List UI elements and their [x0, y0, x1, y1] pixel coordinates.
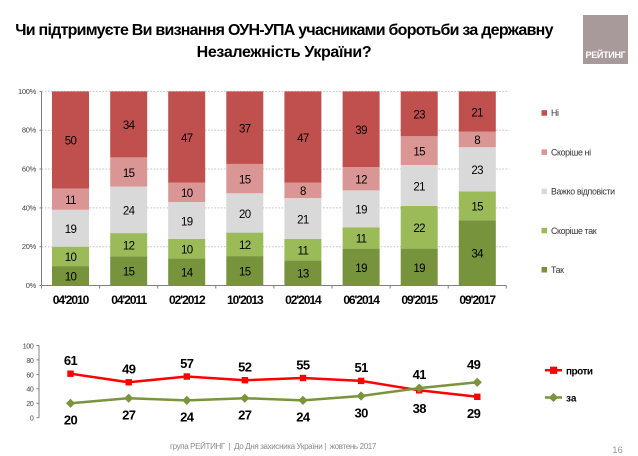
svg-text:80%: 80% [22, 126, 37, 135]
svg-text:19: 19 [355, 263, 367, 275]
svg-text:57: 57 [180, 356, 194, 371]
svg-text:19: 19 [355, 205, 367, 217]
svg-text:06'2014: 06'2014 [343, 293, 380, 307]
svg-text:20: 20 [26, 401, 34, 408]
svg-text:8: 8 [474, 135, 480, 147]
svg-text:0: 0 [30, 416, 34, 423]
svg-text:60%: 60% [22, 165, 37, 174]
svg-text:21: 21 [471, 107, 483, 119]
svg-text:52: 52 [238, 360, 252, 375]
svg-text:15: 15 [239, 267, 251, 279]
svg-text:проти: проти [566, 366, 593, 377]
svg-text:37: 37 [239, 124, 251, 136]
svg-text:Скоріше так: Скоріше так [551, 226, 597, 236]
svg-text:21: 21 [413, 181, 425, 193]
svg-text:51: 51 [354, 360, 368, 375]
svg-text:11: 11 [65, 195, 76, 207]
svg-text:Ні: Ні [551, 108, 559, 118]
svg-text:19: 19 [181, 216, 193, 228]
svg-text:30: 30 [354, 405, 368, 420]
svg-text:47: 47 [297, 133, 309, 145]
svg-text:12: 12 [123, 241, 135, 253]
svg-text:11: 11 [356, 234, 367, 246]
svg-text:24: 24 [296, 410, 311, 425]
svg-text:23: 23 [413, 110, 425, 122]
svg-text:34: 34 [123, 120, 136, 132]
svg-text:12: 12 [355, 175, 367, 187]
svg-text:20%: 20% [22, 242, 37, 251]
svg-text:40%: 40% [22, 203, 37, 212]
svg-text:8: 8 [300, 186, 306, 198]
svg-text:19: 19 [413, 263, 425, 275]
svg-text:10: 10 [65, 252, 77, 264]
svg-text:09'2017: 09'2017 [459, 293, 496, 307]
svg-text:23: 23 [471, 165, 483, 177]
svg-text:49: 49 [467, 357, 481, 372]
svg-text:21: 21 [297, 214, 309, 226]
svg-text:80: 80 [26, 358, 34, 365]
svg-text:Скоріше ні: Скоріше ні [551, 147, 591, 157]
svg-text:10: 10 [65, 272, 77, 284]
svg-text:20: 20 [239, 209, 251, 221]
svg-text:09'2015: 09'2015 [401, 293, 438, 307]
svg-text:40: 40 [26, 387, 34, 394]
svg-text:10: 10 [181, 188, 193, 200]
svg-text:34: 34 [471, 249, 484, 261]
svg-text:02'2012: 02'2012 [169, 293, 206, 307]
svg-text:10: 10 [181, 244, 193, 256]
svg-text:100: 100 [23, 343, 34, 350]
svg-text:04'2011: 04'2011 [111, 293, 147, 307]
svg-text:Так: Так [551, 265, 564, 275]
svg-text:14: 14 [181, 268, 194, 280]
svg-text:38: 38 [413, 401, 427, 416]
svg-text:15: 15 [471, 202, 483, 214]
svg-text:0%: 0% [26, 281, 37, 290]
svg-text:19: 19 [65, 224, 77, 236]
svg-text:15: 15 [123, 267, 135, 279]
svg-text:49: 49 [122, 362, 136, 377]
svg-text:47: 47 [181, 133, 193, 145]
svg-text:10'2013: 10'2013 [227, 293, 264, 307]
svg-text:61: 61 [64, 353, 78, 368]
svg-text:11: 11 [298, 245, 309, 257]
svg-text:22: 22 [413, 223, 425, 235]
svg-text:60: 60 [26, 372, 34, 379]
svg-text:55: 55 [296, 357, 310, 372]
svg-text:20: 20 [64, 413, 78, 428]
svg-text:41: 41 [413, 367, 427, 382]
svg-text:50: 50 [65, 136, 77, 148]
svg-text:27: 27 [238, 408, 252, 423]
svg-text:за: за [566, 394, 577, 405]
svg-text:13: 13 [297, 269, 309, 281]
svg-text:39: 39 [355, 125, 367, 137]
svg-text:29: 29 [467, 406, 481, 421]
svg-text:15: 15 [123, 168, 135, 180]
svg-text:02'2014: 02'2014 [285, 293, 322, 307]
svg-text:27: 27 [122, 408, 136, 423]
svg-text:04'2010: 04'2010 [53, 293, 90, 307]
svg-text:100%: 100% [18, 87, 37, 96]
svg-text:24: 24 [180, 410, 195, 425]
svg-text:15: 15 [239, 174, 251, 186]
svg-text:15: 15 [413, 146, 425, 158]
svg-text:Важко відповісти: Важко відповісти [551, 187, 615, 197]
svg-text:12: 12 [239, 240, 251, 252]
svg-text:24: 24 [123, 206, 136, 218]
